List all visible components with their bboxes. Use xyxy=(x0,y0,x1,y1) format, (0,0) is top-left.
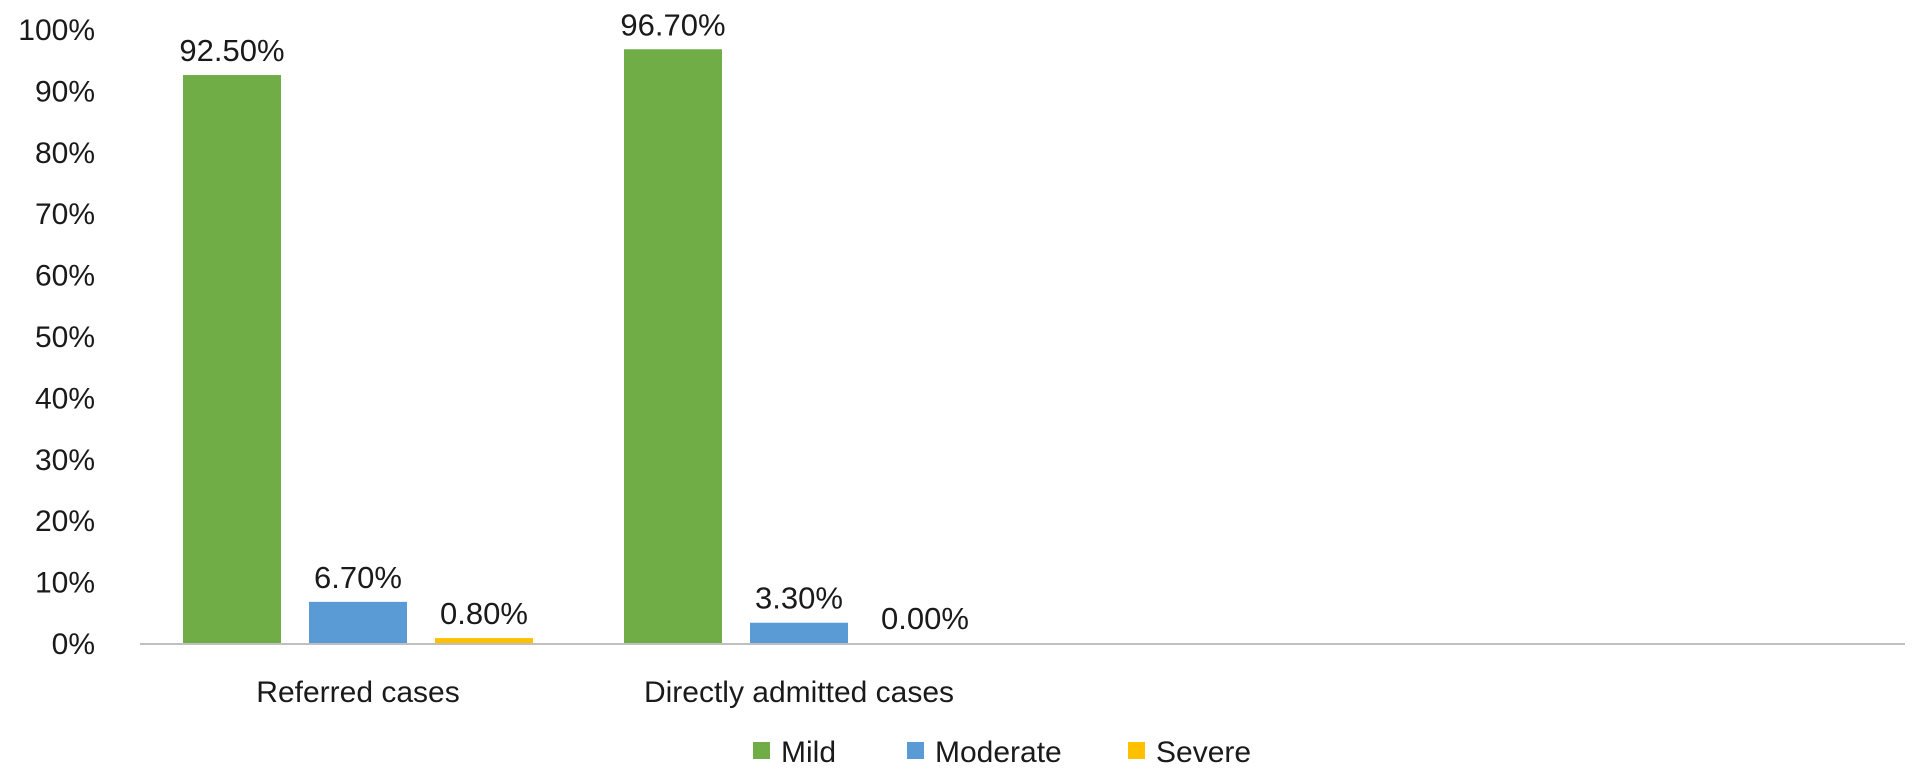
legend-swatch-mild xyxy=(753,742,770,759)
data-label-moderate-referred-cases: 6.70% xyxy=(314,560,402,595)
category-labels: Referred cases Directly admitted cases xyxy=(256,676,954,709)
legend-label-mild: Mild xyxy=(781,736,836,769)
data-label-mild-directly-admitted-cases: 96.70% xyxy=(620,7,725,42)
y-tick-label-30: 30% xyxy=(35,444,95,477)
y-tick-label-60: 60% xyxy=(35,260,95,293)
y-tick-label-100: 100% xyxy=(18,14,95,47)
y-tick-label-40: 40% xyxy=(35,382,95,415)
data-labels: 92.50% 6.70% 0.80% 96.70% 3.30% 0.00% xyxy=(179,7,969,636)
bar-mild-directly-admitted-cases xyxy=(624,49,722,643)
bar-mild-referred-cases xyxy=(183,75,281,644)
legend-label-moderate: Moderate xyxy=(935,736,1062,769)
category-label-referred-cases: Referred cases xyxy=(256,676,459,709)
y-tick-label-10: 10% xyxy=(35,567,95,600)
data-label-mild-referred-cases: 92.50% xyxy=(179,33,284,68)
bar-severe-referred-cases xyxy=(435,638,533,643)
y-tick-label-70: 70% xyxy=(35,198,95,231)
y-axis: 0% 10% 20% 30% 40% 50% 60% 70% 80% 90% 100% xyxy=(18,14,95,661)
y-tick-label-80: 80% xyxy=(35,137,95,170)
bars xyxy=(183,49,848,644)
data-label-severe-referred-cases: 0.80% xyxy=(440,596,528,631)
bar-moderate-referred-cases xyxy=(309,601,407,643)
y-tick-label-0: 0% xyxy=(52,628,95,661)
legend-label-severe: Severe xyxy=(1156,736,1251,769)
bar-moderate-directly-admitted-cases xyxy=(750,622,848,643)
category-label-directly-admitted-cases: Directly admitted cases xyxy=(644,676,954,709)
legend-swatch-moderate xyxy=(907,742,924,759)
data-label-severe-directly-admitted-cases: 0.00% xyxy=(881,601,969,636)
legend: Mild Moderate Severe xyxy=(753,736,1251,769)
y-tick-label-50: 50% xyxy=(35,321,95,354)
legend-swatch-severe xyxy=(1128,742,1145,759)
data-label-moderate-directly-admitted-cases: 3.30% xyxy=(755,581,843,616)
y-tick-label-20: 20% xyxy=(35,505,95,538)
y-tick-label-90: 90% xyxy=(35,75,95,108)
